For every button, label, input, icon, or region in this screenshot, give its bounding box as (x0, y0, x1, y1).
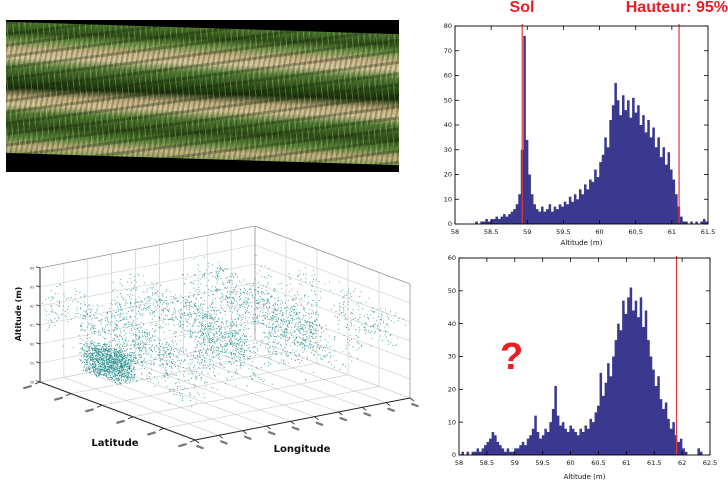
grid-lines (39, 225, 411, 441)
altitude-histogram-question: 58 58.5 59 59.5 60 60.5 61 61.5 62 62.5 0 10 20 30 40 5… (448, 254, 718, 481)
axis-ticks: 58 58.5 59 59.5 60 60.5 61 61.5 0 10 20 30 40 50 60 70 8… (444, 22, 716, 236)
field-photo-frame (6, 20, 399, 172)
svg-text:30: 30 (448, 353, 456, 361)
svg-text:59: 59 (30, 362, 34, 366)
svg-text:61.5: 61.5 (647, 459, 661, 467)
svg-text:60.5: 60.5 (628, 228, 642, 236)
sol-annotation: Sol (509, 0, 535, 16)
svg-text:10: 10 (448, 418, 456, 426)
hauteur-annotation: Hauteur: 95% (625, 0, 728, 16)
svg-text:70: 70 (444, 47, 452, 55)
histogram-thresholds-panel: Sol Hauteur: 95% 58 58.5 59 59.5 60 60.5 61 61.… (436, 0, 728, 248)
svg-text:58: 58 (451, 228, 459, 236)
svg-text:58.5: 58.5 (484, 228, 498, 236)
svg-text:62: 62 (30, 305, 34, 309)
histogram-bars (475, 35, 708, 225)
svg-text:10: 10 (444, 195, 452, 203)
svg-text:60: 60 (448, 254, 456, 262)
lidar-point-cloud (42, 255, 406, 407)
svg-text:59: 59 (511, 459, 519, 467)
svg-text:60: 60 (444, 72, 452, 80)
svg-text:61: 61 (30, 324, 34, 328)
svg-text:58.5: 58.5 (480, 459, 494, 467)
histogram-bars (461, 287, 703, 455)
point-cloud-3d-plot: 58 59 60 61 62 63 64 Altitude (m) Latitude Longit… (14, 225, 419, 455)
svg-text:50: 50 (448, 287, 456, 295)
question-mark-annotation: ? (500, 336, 524, 378)
svg-text:64: 64 (30, 267, 34, 271)
svg-text:30: 30 (444, 146, 452, 154)
svg-text:80: 80 (444, 22, 452, 30)
svg-text:40: 40 (444, 121, 452, 129)
svg-text:20: 20 (448, 386, 456, 394)
grass-rows-photo (6, 21, 399, 165)
axis-ticks: 58 58.5 59 59.5 60 60.5 61 61.5 62 62.5 0 10 20 30 40 5… (448, 254, 718, 467)
svg-text:60.5: 60.5 (591, 459, 605, 467)
svg-text:0: 0 (448, 220, 452, 228)
svg-text:20: 20 (444, 171, 452, 179)
x-axis-label: Altitude (m) (564, 473, 606, 481)
svg-text:61.5: 61.5 (701, 228, 715, 236)
svg-text:60: 60 (566, 459, 574, 467)
svg-text:59.5: 59.5 (535, 459, 549, 467)
altitude-histogram-thresholds: 58 58.5 59 59.5 60 60.5 61 61.5 0 10 20 30 40 50 60 70 8… (444, 22, 716, 247)
svg-text:0: 0 (452, 451, 456, 459)
svg-text:61: 61 (668, 228, 676, 236)
svg-text:60: 60 (30, 343, 34, 347)
svg-text:63: 63 (30, 286, 34, 290)
histogram-question-panel: 58 58.5 59 59.5 60 60.5 61 61.5 62 62.5 0 10 20 30 40 5… (436, 252, 728, 482)
x-axis-label: Altitude (m) (561, 239, 603, 247)
svg-text:59.5: 59.5 (556, 228, 570, 236)
tick-marks: 58 59 60 61 62 63 64 (23, 266, 419, 450)
svg-text:58: 58 (455, 459, 463, 467)
svg-text:62: 62 (678, 459, 686, 467)
z-axis-label: Altitude (m) (14, 287, 23, 342)
axes-lines (39, 268, 411, 441)
svg-text:60: 60 (595, 228, 603, 236)
svg-text:50: 50 (444, 96, 452, 104)
point-cloud-3d-panel: 58 59 60 61 62 63 64 Altitude (m) Latitude Longit… (10, 225, 434, 482)
svg-text:58: 58 (30, 381, 34, 385)
latitude-axis-label: Latitude (91, 438, 138, 449)
svg-text:59: 59 (523, 228, 531, 236)
longitude-axis-label: Longitude (274, 444, 331, 455)
svg-text:62.5: 62.5 (703, 459, 717, 467)
svg-text:40: 40 (448, 320, 456, 328)
svg-text:61: 61 (622, 459, 630, 467)
